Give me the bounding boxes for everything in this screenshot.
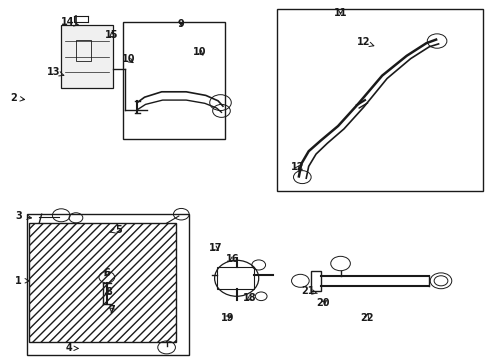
Text: 7: 7 — [108, 305, 115, 315]
Text: 6: 6 — [103, 268, 110, 278]
Text: 16: 16 — [226, 254, 240, 264]
Bar — [29, 223, 176, 342]
Text: 11: 11 — [334, 8, 347, 18]
Text: 4: 4 — [65, 343, 78, 353]
Bar — [277, 9, 483, 191]
Text: 12: 12 — [357, 37, 374, 48]
Text: 10: 10 — [122, 54, 135, 64]
Text: 12: 12 — [291, 162, 305, 172]
Text: 8: 8 — [105, 287, 112, 297]
Bar — [217, 267, 254, 289]
Text: 9: 9 — [178, 19, 185, 30]
Text: 19: 19 — [221, 312, 235, 323]
Text: 21: 21 — [301, 286, 317, 296]
Bar — [122, 22, 225, 139]
Text: 22: 22 — [360, 312, 373, 323]
Text: 20: 20 — [317, 298, 330, 308]
Text: 15: 15 — [105, 30, 119, 40]
Bar — [311, 271, 321, 291]
Bar — [61, 25, 113, 88]
Text: 14: 14 — [61, 17, 78, 27]
Text: 17: 17 — [209, 243, 222, 253]
Text: 10: 10 — [193, 47, 207, 57]
Text: 18: 18 — [243, 293, 257, 303]
Text: 5: 5 — [110, 225, 122, 235]
Text: 3: 3 — [15, 211, 31, 221]
Text: 2: 2 — [10, 93, 24, 103]
Bar — [27, 214, 189, 355]
Text: 1: 1 — [15, 276, 29, 286]
Bar — [76, 40, 91, 61]
Text: 13: 13 — [47, 67, 64, 77]
